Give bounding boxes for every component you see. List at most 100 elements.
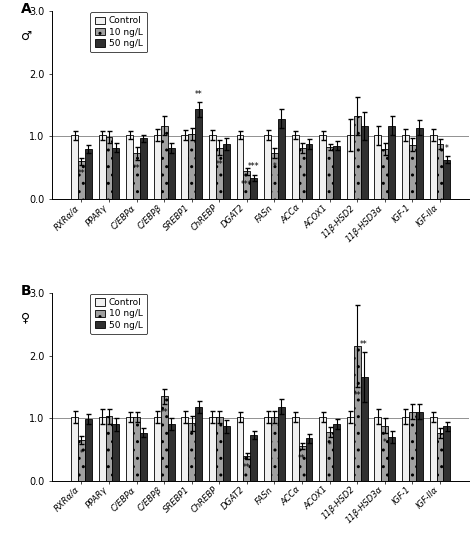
Text: ♀: ♀: [21, 312, 30, 325]
Bar: [85, 149, 92, 199]
Bar: [347, 417, 354, 481]
Bar: [168, 424, 174, 481]
Bar: [140, 433, 147, 481]
Text: ***: ***: [241, 179, 253, 188]
Bar: [71, 417, 78, 481]
Bar: [161, 396, 168, 481]
Text: **: **: [360, 340, 368, 349]
Bar: [443, 427, 450, 481]
Bar: [374, 417, 382, 481]
Text: **: **: [353, 391, 361, 400]
Bar: [126, 417, 133, 481]
Text: **: **: [216, 159, 223, 169]
Bar: [437, 433, 443, 481]
Bar: [374, 135, 382, 199]
Bar: [99, 417, 106, 481]
Bar: [264, 135, 271, 199]
Bar: [388, 437, 395, 481]
Bar: [333, 146, 340, 199]
Bar: [319, 417, 326, 481]
Bar: [223, 144, 230, 199]
Bar: [429, 135, 437, 199]
Text: **: **: [78, 169, 85, 178]
Bar: [182, 417, 188, 481]
Bar: [271, 153, 278, 199]
Bar: [278, 407, 285, 481]
Text: **: **: [243, 463, 251, 472]
Legend: Control, 10 ng/L, 50 ng/L: Control, 10 ng/L, 50 ng/L: [90, 293, 147, 334]
Bar: [154, 417, 161, 481]
Bar: [244, 456, 250, 481]
Bar: [354, 116, 361, 199]
Text: *: *: [273, 162, 276, 171]
Bar: [106, 416, 112, 481]
Bar: [78, 440, 85, 481]
Bar: [216, 417, 223, 481]
Bar: [382, 425, 388, 481]
Bar: [188, 423, 195, 481]
Text: **: **: [298, 454, 306, 463]
Bar: [292, 135, 299, 199]
Bar: [209, 135, 216, 199]
Bar: [292, 417, 299, 481]
Bar: [333, 424, 340, 481]
Legend: Control, 10 ng/L, 50 ng/L: Control, 10 ng/L, 50 ng/L: [90, 12, 147, 53]
Bar: [223, 427, 230, 481]
Bar: [278, 119, 285, 199]
Bar: [299, 446, 306, 481]
Bar: [140, 138, 147, 199]
Bar: [209, 417, 216, 481]
Bar: [133, 417, 140, 481]
Bar: [126, 135, 133, 199]
Text: *: *: [445, 144, 449, 153]
Bar: [416, 127, 423, 199]
Bar: [429, 417, 437, 481]
Bar: [250, 178, 257, 199]
Bar: [409, 145, 416, 199]
Text: ***: ***: [248, 163, 260, 172]
Bar: [237, 417, 244, 481]
Bar: [133, 153, 140, 199]
Bar: [299, 148, 306, 199]
Bar: [99, 135, 106, 199]
Bar: [326, 147, 333, 199]
Bar: [154, 135, 161, 199]
Bar: [106, 137, 112, 199]
Bar: [326, 432, 333, 481]
Bar: [271, 417, 278, 481]
Bar: [361, 126, 367, 199]
Bar: [216, 148, 223, 199]
Bar: [78, 162, 85, 199]
Text: *: *: [383, 438, 387, 447]
Bar: [443, 159, 450, 199]
Bar: [306, 438, 312, 481]
Bar: [437, 144, 443, 199]
Bar: [264, 417, 271, 481]
Bar: [112, 424, 119, 481]
Bar: [402, 135, 409, 199]
Bar: [195, 407, 202, 481]
Text: **: **: [160, 408, 168, 417]
Bar: [416, 412, 423, 481]
Bar: [402, 417, 409, 481]
Bar: [319, 135, 326, 199]
Text: *: *: [328, 441, 332, 451]
Bar: [168, 148, 174, 199]
Bar: [347, 135, 354, 199]
Bar: [250, 435, 257, 481]
Bar: [354, 346, 361, 481]
Bar: [244, 172, 250, 199]
Bar: [188, 134, 195, 199]
Text: **: **: [195, 90, 202, 99]
Bar: [195, 110, 202, 199]
Bar: [382, 149, 388, 199]
Bar: [182, 135, 188, 199]
Text: **: **: [133, 164, 140, 173]
Bar: [388, 126, 395, 199]
Text: B: B: [21, 283, 31, 297]
Bar: [306, 144, 312, 199]
Bar: [112, 148, 119, 199]
Bar: [71, 135, 78, 199]
Bar: [85, 419, 92, 481]
Text: A: A: [21, 2, 32, 16]
